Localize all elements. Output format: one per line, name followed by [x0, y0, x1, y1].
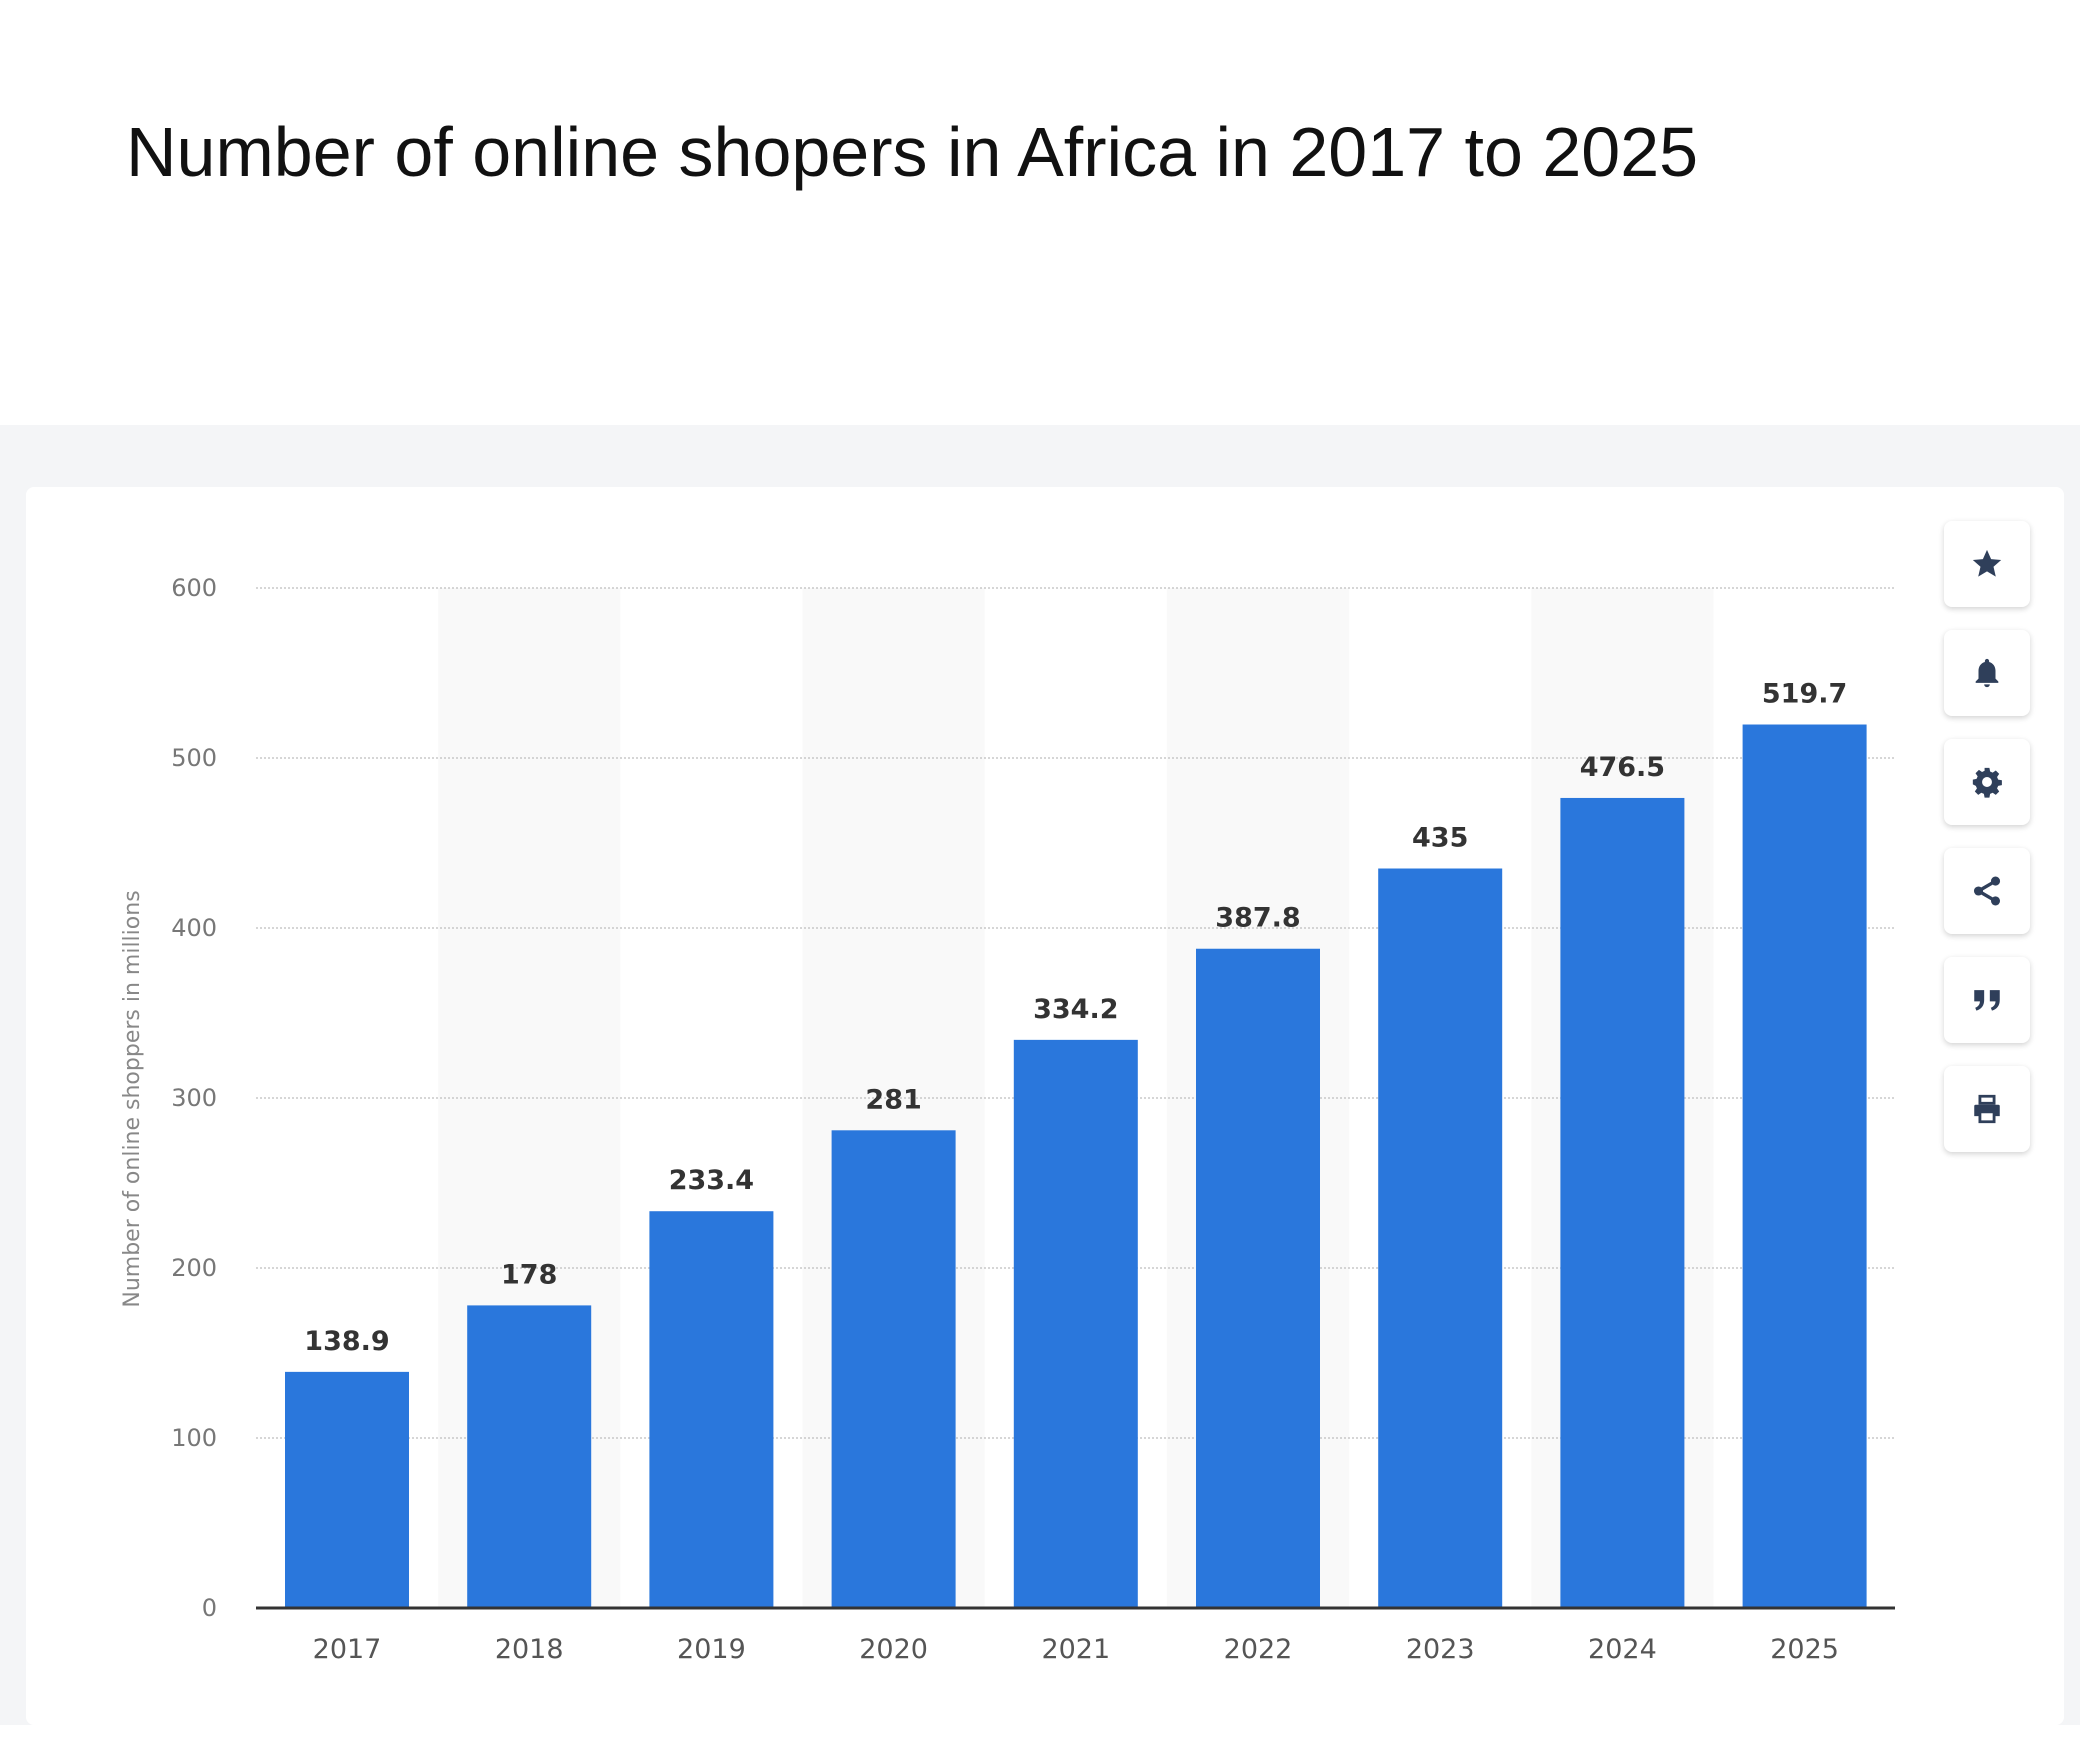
bar [1742, 724, 1867, 1608]
share-button[interactable] [1944, 848, 2030, 934]
print-button[interactable] [1944, 1066, 2030, 1152]
printer-icon [1974, 1094, 2000, 1124]
favorite-button[interactable] [1944, 521, 2030, 607]
value-label: 387.8 [1215, 903, 1300, 934]
y-tick-label: 500 [171, 744, 217, 772]
bar [1196, 948, 1320, 1608]
x-tick-label: 2019 [677, 1634, 746, 1665]
x-tick-label: 2025 [1770, 1634, 1839, 1665]
y-tick-label: 600 [171, 574, 217, 602]
x-tick-label: 2024 [1588, 1634, 1657, 1665]
bar [1378, 868, 1503, 1608]
value-labels: 138.9 178 233.4 281 334.2 387.8 435 476.5 519.7 [304, 679, 1847, 1357]
notify-button[interactable] [1944, 630, 2030, 716]
x-tick-labels: 2017 2018 2019 2020 2021 2022 2023 2024 2025 [313, 1634, 1839, 1665]
value-label: 334.2 [1033, 994, 1118, 1025]
share-icon [1973, 876, 2001, 906]
value-label: 281 [865, 1084, 921, 1115]
value-label: 519.7 [1762, 679, 1847, 710]
bottom-strip [0, 1725, 2080, 1748]
value-label: 233.4 [669, 1165, 754, 1196]
value-label: 178 [501, 1259, 557, 1290]
y-tick-label: 200 [171, 1254, 217, 1282]
bar [1013, 1039, 1138, 1608]
y-tick-label: 0 [202, 1594, 217, 1622]
y-tick-label: 300 [171, 1084, 217, 1112]
cite-button[interactable] [1944, 957, 2030, 1043]
bar [1560, 797, 1685, 1608]
y-tick-labels: 0 100 200 300 400 500 600 [171, 574, 217, 1622]
gear-icon [1972, 767, 2002, 798]
bars [285, 724, 1867, 1608]
x-tick-label: 2022 [1224, 1634, 1293, 1665]
star-icon [1972, 549, 2002, 577]
x-tick-label: 2023 [1406, 1634, 1475, 1665]
x-tick-label: 2020 [859, 1634, 928, 1665]
y-axis-label: Number of online shoppers in millions [120, 890, 145, 1307]
bar [649, 1211, 774, 1608]
y-tick-label: 400 [171, 914, 217, 942]
bell-icon [1975, 658, 1999, 688]
value-label: 138.9 [304, 1326, 389, 1357]
page-title: Number of online shopers in Africa in 20… [126, 113, 1699, 191]
y-tick-label: 100 [171, 1424, 217, 1452]
value-label: 476.5 [1580, 752, 1665, 783]
chart-toolbar [1944, 521, 2032, 1175]
value-label: 435 [1412, 823, 1468, 854]
x-tick-label: 2017 [313, 1634, 382, 1665]
bar [285, 1371, 409, 1608]
bar [831, 1130, 956, 1608]
bar [467, 1305, 592, 1608]
quote-icon [1974, 990, 2000, 1011]
x-tick-label: 2021 [1041, 1634, 1110, 1665]
x-tick-label: 2018 [495, 1634, 564, 1665]
settings-button[interactable] [1944, 739, 2030, 825]
